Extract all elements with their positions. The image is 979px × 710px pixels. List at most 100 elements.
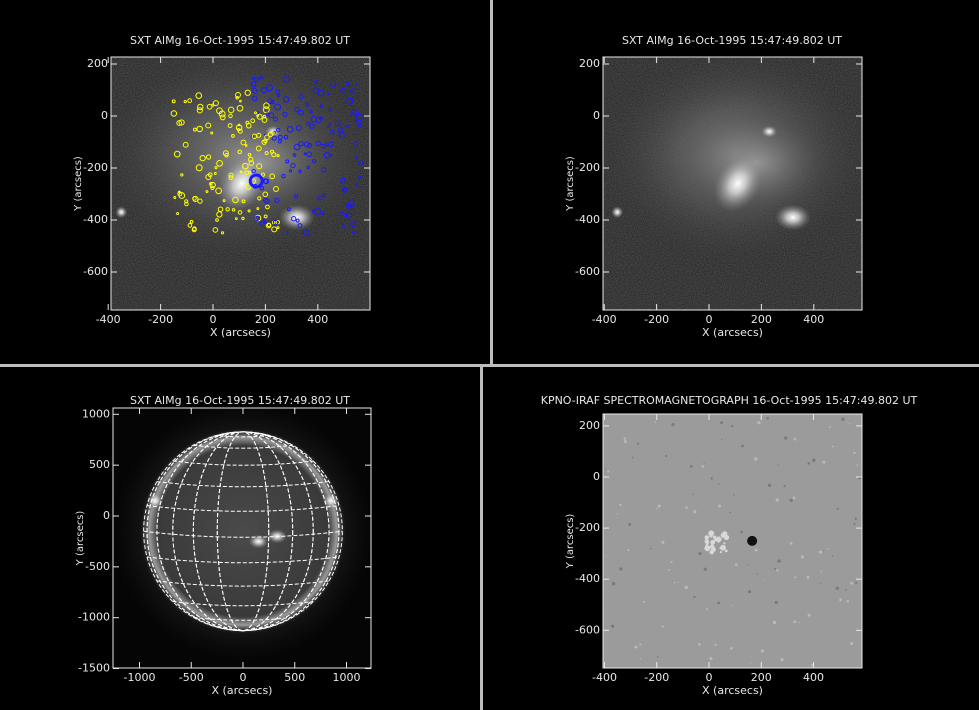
contour xyxy=(177,190,181,194)
contour xyxy=(263,197,269,203)
field xyxy=(720,421,723,425)
contour xyxy=(318,116,323,121)
contour xyxy=(312,159,317,164)
field xyxy=(631,456,634,459)
contour xyxy=(184,199,189,204)
contour xyxy=(345,202,350,207)
contour xyxy=(314,208,321,215)
field xyxy=(657,504,661,508)
contour xyxy=(228,175,234,181)
contour xyxy=(210,131,214,135)
contour xyxy=(236,128,241,132)
contour xyxy=(306,151,312,158)
image xyxy=(603,57,862,310)
field xyxy=(776,569,779,572)
field xyxy=(848,423,851,425)
contour xyxy=(262,191,269,198)
y-tick-label: 500 xyxy=(89,458,110,471)
contour xyxy=(275,89,281,94)
contour xyxy=(276,93,281,98)
contour xyxy=(239,99,242,103)
contour xyxy=(241,199,246,204)
contour xyxy=(205,122,212,129)
field xyxy=(747,590,752,594)
field xyxy=(856,464,859,467)
field xyxy=(698,643,701,646)
contour xyxy=(183,99,187,104)
field xyxy=(835,586,839,590)
field xyxy=(850,581,854,585)
contour xyxy=(342,187,348,193)
contour xyxy=(173,150,181,158)
contour xyxy=(290,216,297,222)
field xyxy=(839,598,842,602)
contour xyxy=(171,99,176,104)
contour xyxy=(256,207,260,210)
contour xyxy=(248,173,264,189)
y-axis-label: Y (arcsecs) xyxy=(75,511,86,567)
field xyxy=(604,468,606,470)
y-tick-label: 200 xyxy=(87,57,108,70)
field xyxy=(607,470,610,473)
field xyxy=(763,579,765,582)
contour xyxy=(195,92,203,99)
field xyxy=(760,649,765,653)
contour xyxy=(352,231,356,235)
field xyxy=(841,417,845,421)
field xyxy=(812,458,816,462)
contour xyxy=(231,133,235,138)
contour xyxy=(237,123,241,127)
field xyxy=(685,506,688,509)
contour xyxy=(309,110,313,114)
field xyxy=(756,573,758,575)
contour xyxy=(263,214,268,219)
field xyxy=(720,532,727,538)
contour xyxy=(248,156,254,163)
contour xyxy=(262,114,267,119)
contour xyxy=(342,188,347,193)
field xyxy=(740,530,743,534)
field xyxy=(636,442,640,445)
contour xyxy=(251,168,256,174)
contour xyxy=(321,212,325,215)
contour xyxy=(352,141,359,147)
contour xyxy=(242,162,249,170)
y-tick-label: 200 xyxy=(579,419,600,432)
contour xyxy=(328,122,332,126)
contour xyxy=(250,81,257,88)
disk xyxy=(138,426,348,636)
x-axis-label: X (arcsecs) xyxy=(702,326,763,339)
plot-frame xyxy=(112,407,372,669)
field xyxy=(777,464,779,466)
contour xyxy=(248,160,255,166)
contour xyxy=(302,229,310,236)
x-tick-label: 400 xyxy=(803,671,824,684)
field xyxy=(775,498,779,502)
field xyxy=(731,424,734,428)
contour xyxy=(250,118,256,124)
contour xyxy=(196,125,203,133)
x-tick-label: -400 xyxy=(592,671,617,684)
field xyxy=(789,541,793,545)
field xyxy=(792,496,796,500)
x-tick-label: 1000 xyxy=(333,671,361,684)
contour xyxy=(237,149,242,155)
field xyxy=(789,498,793,503)
y-tick-label: -400 xyxy=(575,213,600,226)
contour xyxy=(297,109,304,116)
field xyxy=(734,563,738,567)
field xyxy=(628,522,632,526)
field xyxy=(616,513,619,515)
contour xyxy=(274,103,282,111)
image-bg xyxy=(603,414,862,668)
field xyxy=(854,517,857,520)
contour xyxy=(351,108,357,115)
contour xyxy=(339,177,346,184)
x-tick-label: -200 xyxy=(148,313,173,326)
contour xyxy=(320,167,327,173)
grid-latitude xyxy=(143,530,343,538)
y-axis-label: Y (arcsecs) xyxy=(73,156,84,212)
x-tick-label: 200 xyxy=(751,671,772,684)
field xyxy=(827,548,829,550)
contour xyxy=(262,106,270,114)
